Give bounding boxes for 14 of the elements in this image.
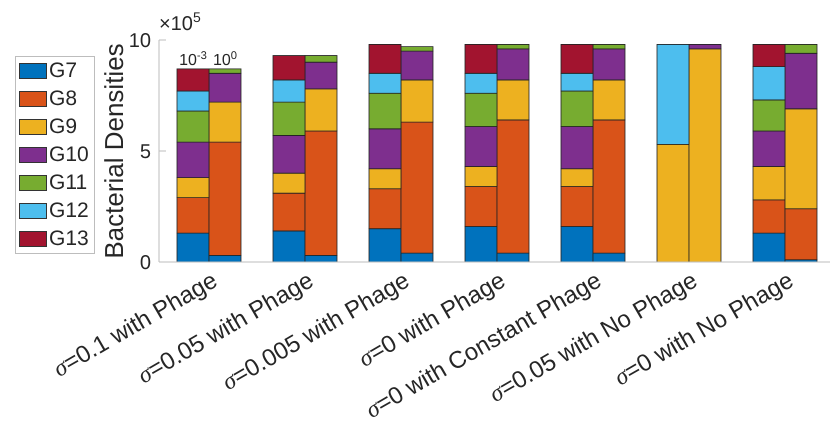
annotation: 10$^{-3}$ [179, 50, 207, 69]
y-tick-label: 0 [140, 252, 151, 274]
legend-label: G8 [49, 87, 78, 111]
legend-label: G12 [49, 199, 89, 223]
legend-label: G10 [49, 143, 89, 167]
legend-label: G13 [49, 227, 89, 251]
text: ×10$^{5}$ [159, 9, 201, 35]
legend-label: G7 [49, 59, 78, 83]
y-axis-title: Bacterial Densities [99, 43, 129, 259]
legend-label: G9 [49, 115, 78, 139]
legend-label: G11 [49, 171, 88, 195]
y-tick-label: 10 [128, 30, 151, 52]
annotation: 10$^{0}$ [212, 50, 238, 69]
y-tick-label: 5 [140, 141, 151, 164]
